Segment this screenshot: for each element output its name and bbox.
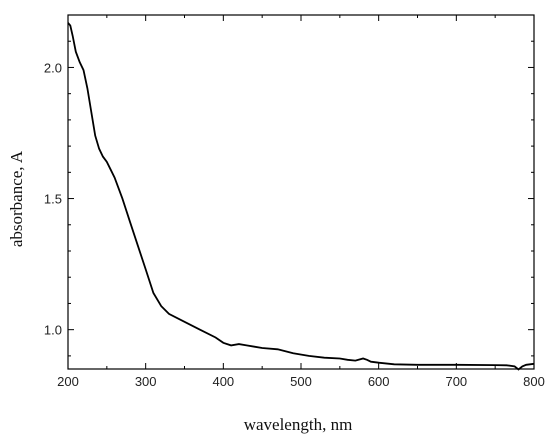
y-tick-label: 1.5 [44, 192, 62, 207]
x-tick-label: 600 [368, 374, 390, 389]
axis-ticks [67, 15, 535, 369]
plot-border [67, 14, 535, 370]
x-tick-label: 400 [212, 374, 234, 389]
series-line [67, 22, 535, 371]
x-tick-label: 700 [445, 374, 467, 389]
x-tick-label: 200 [57, 374, 79, 389]
y-axis-label: absorbance, A [7, 150, 26, 247]
y-tick-label: 1.0 [44, 323, 62, 338]
x-tick-label: 800 [523, 374, 545, 389]
x-axis-label: wavelength, nm [244, 415, 353, 434]
tick-labels: 200 300 400 500 600 700 800 1.0 1.5 2.0 [44, 60, 545, 389]
x-tick-label: 500 [290, 374, 312, 389]
plot-frame [67, 14, 535, 370]
y-tick-label: 2.0 [44, 60, 62, 75]
x-tick-label: 300 [135, 374, 157, 389]
